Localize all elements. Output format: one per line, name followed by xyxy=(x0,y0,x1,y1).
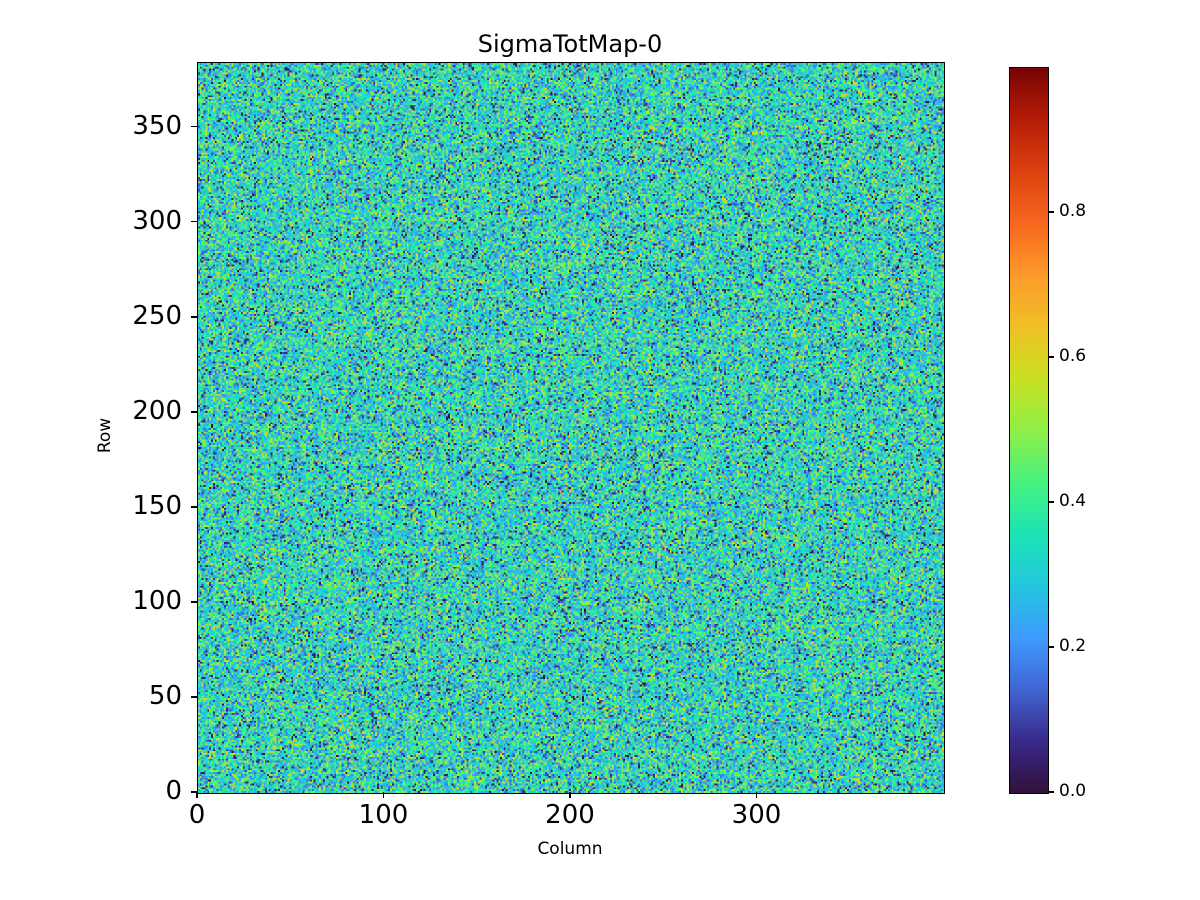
y-tick-mark xyxy=(191,125,197,128)
x-tick-label: 0 xyxy=(188,800,206,830)
colorbar-tick-mark xyxy=(1048,791,1055,793)
x-tick-mark xyxy=(755,792,758,798)
x-tick-label: 300 xyxy=(731,800,782,830)
colorbar-tick-mark xyxy=(1048,211,1055,213)
colorbar-tick-mark xyxy=(1048,356,1055,358)
y-axis-label: Row xyxy=(95,417,116,454)
colorbar-tick-label: 0.8 xyxy=(1059,201,1087,221)
y-tick-mark xyxy=(191,315,197,318)
x-tick-mark xyxy=(569,792,571,798)
y-tick-mark xyxy=(191,601,197,603)
heatmap-image xyxy=(198,63,944,793)
x-tick-mark xyxy=(196,792,198,798)
x-tick-label: 100 xyxy=(358,800,409,830)
y-tick-mark xyxy=(191,791,197,793)
colorbar-tick-label: 0.2 xyxy=(1059,636,1087,656)
colorbar-tick-mark xyxy=(1048,501,1055,503)
y-tick-label: 300 xyxy=(132,205,182,236)
y-tick-mark xyxy=(191,506,197,508)
y-tick-label: 200 xyxy=(132,395,182,426)
colorbar-gradient xyxy=(1010,68,1048,793)
page-title: SigmaTotMap-0 xyxy=(477,30,663,58)
x-tick-label: 200 xyxy=(545,800,595,830)
y-tick-label: 50 xyxy=(148,680,182,711)
x-axis-label: Column xyxy=(537,839,603,859)
y-tick-mark xyxy=(191,696,197,698)
x-tick-mark xyxy=(382,792,385,798)
y-tick-label: 250 xyxy=(132,300,182,331)
y-tick-mark xyxy=(191,220,197,223)
colorbar-tick-label: 0.0 xyxy=(1059,781,1087,801)
y-tick-label: 150 xyxy=(132,490,182,521)
y-tick-mark xyxy=(191,410,197,413)
colorbar xyxy=(1009,67,1049,794)
colorbar-tick-label: 0.6 xyxy=(1059,346,1087,366)
heatmap-plot-area xyxy=(197,62,945,794)
y-tick-label: 0 xyxy=(165,776,182,806)
y-tick-label: 350 xyxy=(132,110,182,141)
colorbar-tick-mark xyxy=(1048,646,1055,648)
colorbar-tick-label: 0.4 xyxy=(1059,491,1087,511)
y-tick-label: 100 xyxy=(132,585,182,616)
